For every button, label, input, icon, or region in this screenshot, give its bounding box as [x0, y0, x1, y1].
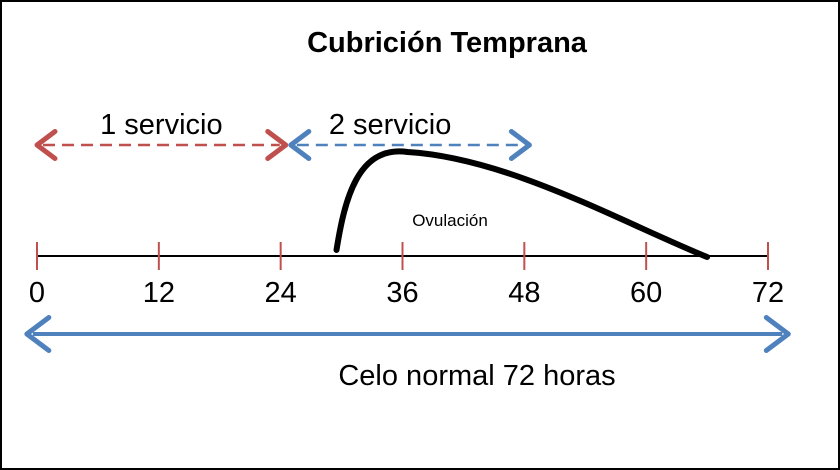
axis-tick-label: 24	[265, 277, 297, 309]
ovulation-label: Ovulación	[412, 211, 488, 230]
axis-tick-label: 0	[29, 277, 45, 309]
normal-heat-label: Celo normal 72 horas	[338, 360, 615, 392]
axis-tick-label: 48	[508, 277, 540, 309]
axis-ticks: 0 12 24 36 48 60 72	[29, 242, 784, 309]
service-2-arrow	[288, 129, 532, 161]
axis-tick-label: 72	[752, 277, 784, 309]
axis-tick-label: 60	[630, 277, 662, 309]
axis-tick-label: 12	[143, 277, 175, 309]
service-2-label: 2 servicio	[329, 109, 452, 141]
normal-heat-arrow	[24, 315, 791, 353]
axis-tick-label: 36	[386, 277, 418, 309]
diagram-title: Cubrición Temprana	[307, 27, 588, 59]
service-1-arrow	[34, 129, 289, 161]
ovulation-curve	[333, 148, 711, 260]
service-1-label: 1 servicio	[100, 109, 223, 141]
